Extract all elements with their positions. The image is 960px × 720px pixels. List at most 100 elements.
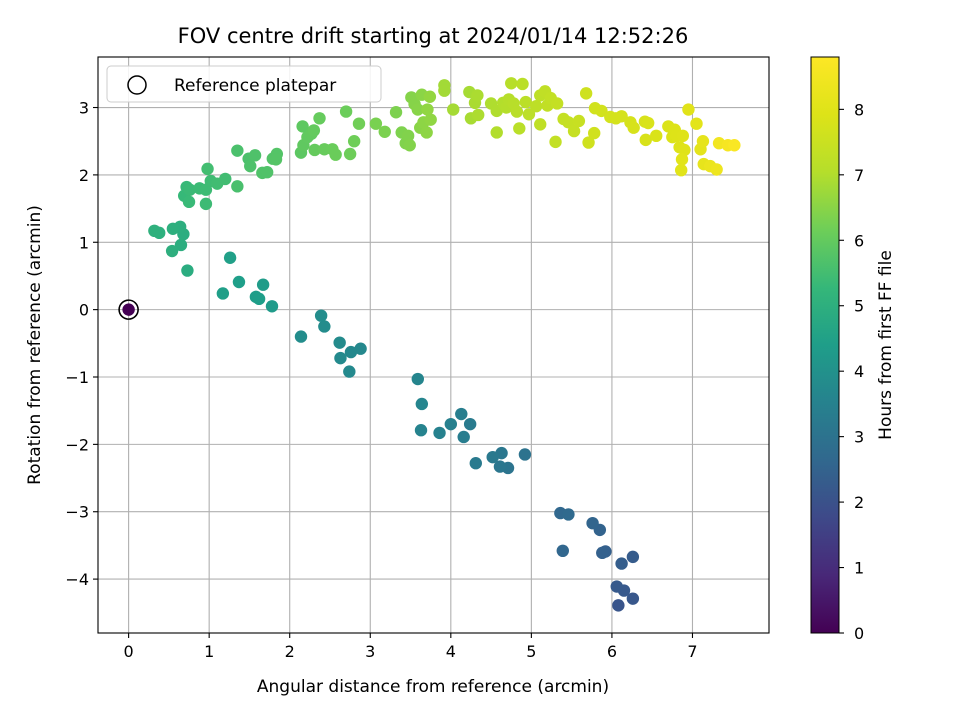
data-point [641,116,655,130]
data-point [334,351,347,365]
data-point [518,448,532,461]
data-point [469,457,482,470]
legend-marker [127,75,147,95]
data-point [307,124,321,137]
data-point [639,133,652,147]
data-point [314,309,328,322]
data-point [403,139,416,152]
data-point [411,372,424,386]
plot-frame [97,56,770,634]
data-point [244,159,257,173]
scatter-points [122,77,741,612]
colorbar-tick-label: 0 [854,624,864,643]
legend: Reference platepar [106,65,382,103]
data-point [510,105,524,118]
colorbar-label: Hours from first FF file [876,250,896,440]
data-point [260,166,274,179]
colorbar-tick-label: 3 [854,428,864,447]
data-point [423,90,437,103]
data-point [389,106,403,119]
data-point [265,300,279,313]
y-tick-label: 0 [79,301,89,320]
data-point [455,407,468,421]
data-point [682,103,695,116]
data-point [199,197,213,211]
data-point [586,516,599,530]
data-point [433,426,446,440]
data-point [333,336,346,349]
y-tick-label: −2 [65,435,89,454]
data-point [294,330,308,343]
data-point [165,244,179,258]
x-axis-ticks: 0 1 2 3 4 5 6 7 [124,633,698,661]
data-point [216,287,230,300]
data-point [513,122,526,135]
x-tick-label: 0 [124,642,134,661]
data-point [550,97,564,110]
data-point [493,460,507,473]
data-point [650,129,663,143]
data-point [420,126,433,139]
data-point [354,342,367,355]
data-point [615,557,628,570]
data-point [582,136,595,149]
data-point [471,89,484,102]
data-point [421,103,434,116]
y-axis-ticks: −4 −3 −2 −1 0 1 2 3 [65,99,98,589]
data-point [438,84,451,97]
x-tick-label: 4 [446,642,456,661]
colorbar-tick-label: 2 [854,493,864,512]
data-point [463,417,477,431]
data-point [219,172,232,186]
data-point [414,424,428,437]
legend-box [106,65,382,103]
data-point [674,163,688,177]
data-point [675,153,689,166]
data-point [595,104,608,118]
data-point [530,99,543,113]
colorbar-tick-label: 5 [854,297,864,316]
data-point [343,365,356,378]
data-point [148,224,161,238]
x-tick-label: 2 [285,642,295,661]
data-point [269,153,283,166]
data-point [567,124,581,138]
colorbar-tick-label: 8 [854,100,864,119]
x-tick-label: 5 [526,642,536,661]
data-point [232,275,246,289]
data-point [447,103,460,116]
colorbar-tick-label: 1 [854,559,864,578]
data-point [690,117,703,130]
x-tick-label: 1 [204,642,214,661]
data-point [579,87,593,100]
data-point [505,77,518,90]
legend-label: Reference platepar [174,76,336,96]
data-point [588,126,601,140]
data-point [549,135,562,149]
data-point [626,592,640,605]
data-point [556,544,569,558]
data-point [378,125,391,138]
data-point [352,117,366,130]
colorbar: 0 1 2 3 4 5 6 7 8 Hours from first FF file [810,56,896,643]
data-point [678,143,691,157]
data-point [339,105,353,118]
data-point [486,450,499,464]
y-tick-label: 3 [79,99,89,118]
data-point [318,320,331,333]
data-point [231,144,244,157]
data-point [444,417,458,431]
x-tick-label: 3 [365,642,375,661]
data-point [313,112,326,125]
y-tick-label: 2 [79,166,89,185]
data-point [615,110,628,123]
data-point [308,143,321,157]
y-tick-label: −1 [65,368,89,387]
data-point [472,108,485,122]
data-point [519,95,532,109]
data-point [696,135,710,148]
grid [98,57,769,633]
colorbar-tick-label: 6 [854,231,864,250]
data-point [626,550,640,564]
